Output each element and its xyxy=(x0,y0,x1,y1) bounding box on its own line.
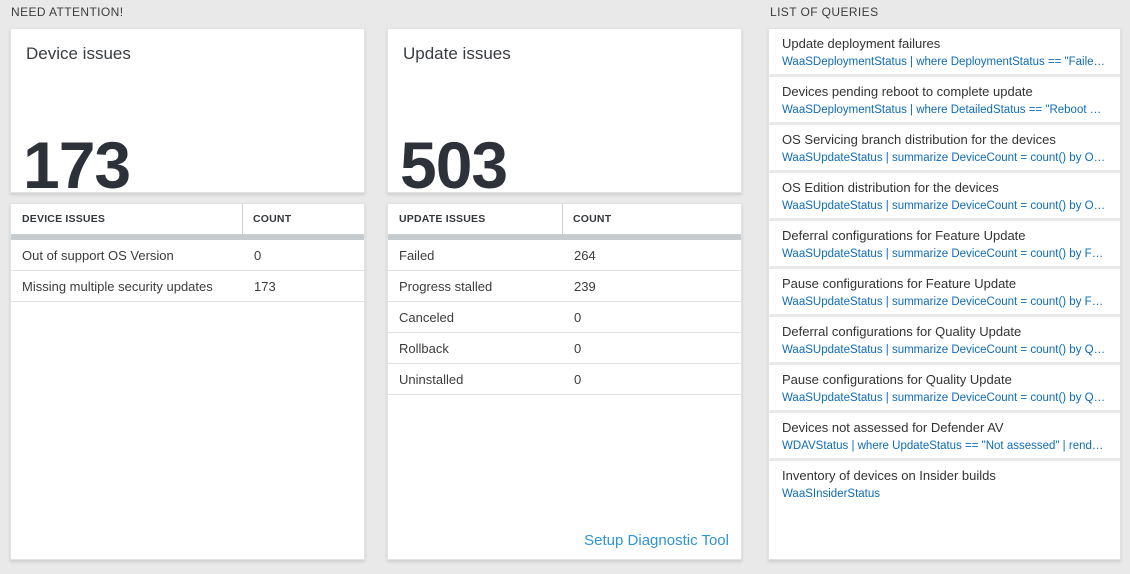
query-text: WaaSUpdateStatus | summarize DeviceCount… xyxy=(782,152,1107,164)
update-issues-title: Update issues xyxy=(403,44,511,63)
row-label: Uninstalled xyxy=(399,371,464,387)
queries-panel: Update deployment failures WaaSDeploymen… xyxy=(768,28,1121,560)
query-title: Pause configurations for Quality Update xyxy=(782,372,1012,387)
table-row-uninstalled[interactable]: Uninstalled 0 xyxy=(388,364,741,395)
device-table-header-name: DEVICE ISSUES xyxy=(11,204,243,234)
update-issues-tile[interactable]: Update issues 503 xyxy=(387,28,742,198)
update-issues-big-number: 503 xyxy=(400,128,508,202)
update-issues-table: UPDATE ISSUES COUNT Failed 264 Progress … xyxy=(387,203,742,560)
table-row-canceled[interactable]: Canceled 0 xyxy=(388,302,741,333)
row-label: Out of support OS Version xyxy=(22,247,174,263)
device-table-header-count: COUNT xyxy=(253,213,292,225)
table-row-out-of-support-os[interactable]: Out of support OS Version 0 xyxy=(11,240,364,271)
query-title: Devices not assessed for Defender AV xyxy=(782,420,1004,435)
query-text: WaaSUpdateStatus | summarize DeviceCount… xyxy=(782,392,1107,404)
row-label: Rollback xyxy=(399,340,449,356)
table-row-failed[interactable]: Failed 264 xyxy=(388,240,741,271)
update-table-header: UPDATE ISSUES COUNT xyxy=(388,204,741,235)
query-title: OS Servicing branch distribution for the… xyxy=(782,132,1056,147)
table-row-rollback[interactable]: Rollback 0 xyxy=(388,333,741,364)
query-item-devices-pending-reboot[interactable]: Devices pending reboot to complete updat… xyxy=(769,77,1120,125)
device-issues-table: DEVICE ISSUES COUNT Out of support OS Ve… xyxy=(10,203,365,560)
row-count: 0 xyxy=(254,247,262,263)
row-label: Failed xyxy=(399,247,435,263)
device-table-header-bar xyxy=(11,235,364,240)
row-count: 0 xyxy=(574,340,582,356)
update-table-header-name: UPDATE ISSUES xyxy=(388,204,563,234)
query-item-pause-feature-update[interactable]: Pause configurations for Feature Update … xyxy=(769,269,1120,317)
query-item-deferral-quality-update[interactable]: Deferral configurations for Quality Upda… xyxy=(769,317,1120,365)
row-count: 173 xyxy=(254,278,276,294)
table-row-progress-stalled[interactable]: Progress stalled 239 xyxy=(388,271,741,302)
device-table-header: DEVICE ISSUES COUNT xyxy=(11,204,364,235)
query-item-pause-quality-update[interactable]: Pause configurations for Quality Update … xyxy=(769,365,1120,413)
query-text: WaaSUpdateStatus | summarize DeviceCount… xyxy=(782,344,1107,356)
row-label: Canceled xyxy=(399,309,454,325)
query-text: WaaSDeploymentStatus | where DetailedSta… xyxy=(782,104,1107,116)
update-table-header-bar xyxy=(388,235,741,240)
query-text: WaaSDeploymentStatus | where DeploymentS… xyxy=(782,56,1107,68)
setup-diagnostic-tool-link[interactable]: Setup Diagnostic Tool xyxy=(584,532,729,549)
query-text: WaaSUpdateStatus | summarize DeviceCount… xyxy=(782,296,1107,308)
update-table-header-count: COUNT xyxy=(573,213,612,225)
query-text: WaaSUpdateStatus | summarize DeviceCount… xyxy=(782,248,1107,260)
row-count: 0 xyxy=(574,371,582,387)
query-title: Deferral configurations for Quality Upda… xyxy=(782,324,1022,339)
query-text: WaaSUpdateStatus | summarize DeviceCount… xyxy=(782,200,1107,212)
query-title: Inventory of devices on Insider builds xyxy=(782,468,996,483)
row-count: 0 xyxy=(574,309,582,325)
row-label: Progress stalled xyxy=(399,278,493,294)
query-item-os-servicing-branch[interactable]: OS Servicing branch distribution for the… xyxy=(769,125,1120,173)
query-item-os-edition-distribution[interactable]: OS Edition distribution for the devices … xyxy=(769,173,1120,221)
query-title: Pause configurations for Feature Update xyxy=(782,276,1017,291)
query-text: WaaSInsiderStatus xyxy=(782,488,881,500)
table-row-missing-security-updates[interactable]: Missing multiple security updates 173 xyxy=(11,271,364,302)
list-of-queries-heading: LIST OF QUERIES xyxy=(770,5,879,19)
query-item-insider-builds-inventory[interactable]: Inventory of devices on Insider builds W… xyxy=(769,461,1120,506)
device-issues-title: Device issues xyxy=(26,44,131,63)
row-count: 264 xyxy=(574,247,596,263)
query-item-deferral-feature-update[interactable]: Deferral configurations for Feature Upda… xyxy=(769,221,1120,269)
device-issues-tile[interactable]: Device issues 173 xyxy=(10,28,365,198)
row-count: 239 xyxy=(574,278,596,294)
query-item-devices-not-assessed-defender[interactable]: Devices not assessed for Defender AV WDA… xyxy=(769,413,1120,461)
query-title: Devices pending reboot to complete updat… xyxy=(782,84,1033,99)
query-title: OS Edition distribution for the devices xyxy=(782,180,999,195)
query-title: Update deployment failures xyxy=(782,36,941,51)
device-issues-big-number: 173 xyxy=(23,128,131,202)
query-title: Deferral configurations for Feature Upda… xyxy=(782,228,1026,243)
query-text: WDAVStatus | where UpdateStatus == "Not … xyxy=(782,440,1107,452)
row-label: Missing multiple security updates xyxy=(22,278,213,294)
query-item-update-deployment-failures[interactable]: Update deployment failures WaaSDeploymen… xyxy=(769,29,1120,77)
need-attention-heading: NEED ATTENTION! xyxy=(11,5,124,19)
